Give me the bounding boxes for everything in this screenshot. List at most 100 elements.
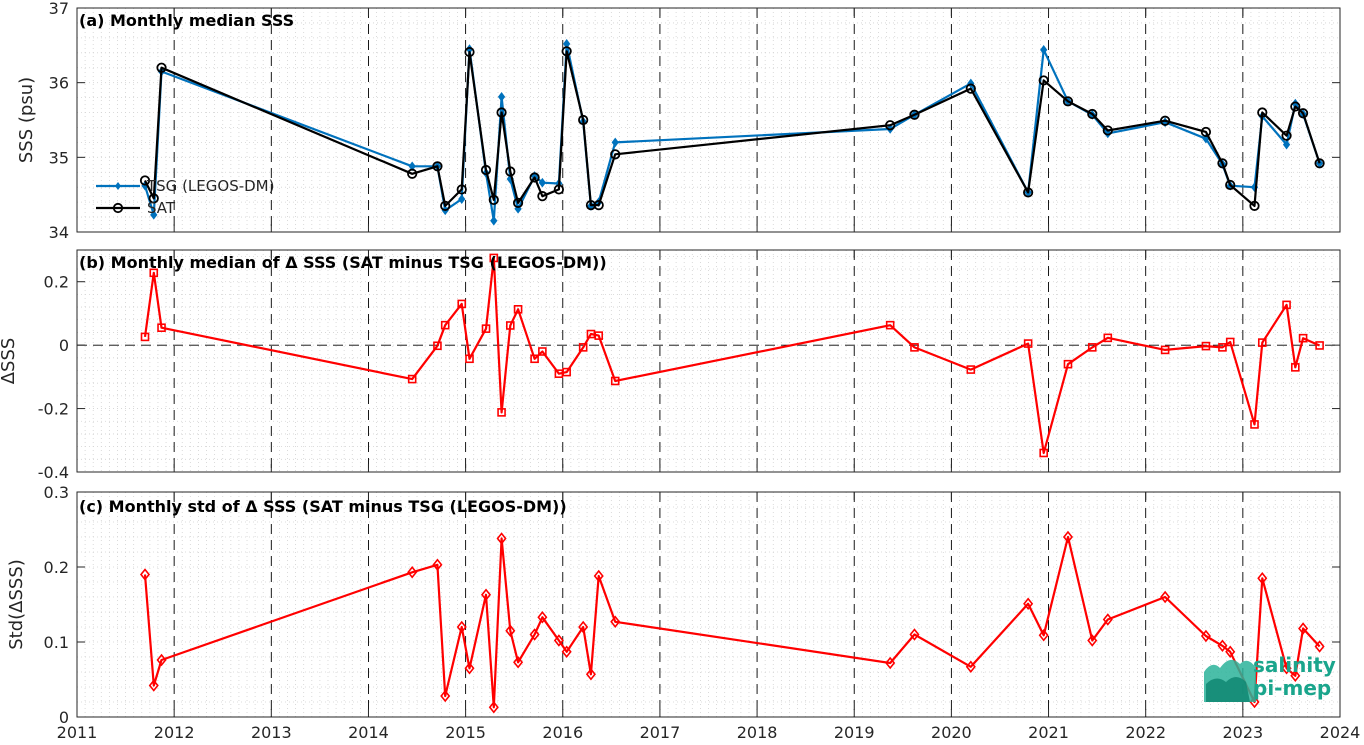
data-point: [1282, 139, 1291, 150]
data-point: [1298, 333, 1308, 343]
data-point: [1201, 341, 1211, 351]
panel-b: -0.4 -0.2 0 0.2 ΔSSS (b) Monthly median of Δ …: [0, 249, 1341, 482]
data-point: [512, 197, 524, 208]
data-point: [1257, 338, 1267, 347]
y-tick-label: -0.4: [38, 463, 69, 482]
data-point: [1023, 339, 1033, 348]
legend-label: SAT: [147, 199, 176, 217]
data-point: [1290, 669, 1301, 683]
data-point: [139, 175, 151, 186]
data-point: [1087, 343, 1097, 352]
series-line: [144, 50, 1321, 207]
data-point: [1062, 530, 1073, 544]
axes-box: [76, 491, 1341, 718]
data-point: [457, 299, 467, 309]
y-axis-label: SSS (psu): [16, 77, 37, 163]
data-point: [553, 634, 564, 647]
y-axis-label: ΔSSS: [0, 338, 19, 385]
data-point: [594, 331, 604, 340]
x-tick-label: 2013: [251, 723, 292, 742]
data-point: [148, 193, 159, 204]
x-tick-label: 2015: [445, 723, 486, 742]
panel-c: 0 0.1 0.2 0.3 2011 2012 2013 2014 2015 2016 2017 20…: [6, 483, 1360, 742]
data-point: [538, 347, 547, 356]
data-point: [490, 215, 498, 226]
data-point: [150, 209, 158, 220]
salinity-pi-mep-logo: salinity pi-mep: [1204, 653, 1336, 702]
data-point: [561, 46, 572, 57]
series-b-0: [140, 253, 1324, 458]
x-tick-label: 2023: [1222, 723, 1263, 742]
data-point: [1160, 115, 1171, 126]
x-tick-label: 2022: [1125, 723, 1166, 742]
data-point: [505, 166, 516, 177]
data-point: [496, 107, 507, 118]
series-c-0: [139, 530, 1325, 714]
data-point: [1200, 629, 1211, 643]
data-point: [1039, 448, 1048, 458]
y-tick-label: 0.2: [44, 558, 69, 577]
legend: TSG (LEGOS-DM) SAT: [96, 177, 274, 217]
x-tick-label: 2017: [640, 723, 681, 742]
data-point: [1102, 125, 1113, 136]
data-point: [1282, 300, 1291, 310]
data-point: [1023, 597, 1034, 611]
y-tick-label: 37: [49, 0, 69, 18]
y-tick-label: 35: [49, 148, 69, 167]
data-point: [1087, 634, 1098, 647]
data-point: [156, 653, 167, 667]
data-point: [497, 408, 506, 417]
data-point: [1314, 640, 1325, 653]
logo-line1: salinity: [1253, 653, 1336, 677]
data-point: [1225, 337, 1235, 347]
data-point: [1315, 341, 1324, 350]
series-line: [143, 256, 1321, 455]
y-tick-label: 0.1: [44, 633, 69, 652]
data-point: [561, 645, 572, 659]
data-point: [456, 184, 467, 195]
data-point: [1087, 108, 1098, 120]
data-point: [538, 177, 546, 188]
data-point: [529, 172, 540, 183]
data-point: [593, 200, 604, 211]
data-point: [1217, 158, 1228, 169]
data-point: [578, 620, 589, 634]
data-point: [1104, 128, 1112, 139]
data-point: [885, 320, 895, 330]
x-tick-label: 2019: [834, 723, 875, 742]
x-tick-label: 2018: [737, 723, 778, 742]
panel-title: (a) Monthly median SSS: [79, 11, 294, 30]
x-tick-label: 2021: [1028, 723, 1069, 742]
x-tick-label: 2012: [154, 723, 195, 742]
axes-box: [76, 249, 1341, 473]
y-tick-label: 0: [59, 336, 69, 355]
data-point: [464, 46, 475, 58]
logo-line2: pi-mep: [1253, 676, 1331, 700]
data-point: [1281, 661, 1292, 675]
data-point: [505, 624, 516, 638]
data-point: [1225, 179, 1236, 191]
data-point: [1250, 420, 1259, 429]
data-point: [488, 700, 499, 714]
series-a-1: [139, 46, 1325, 211]
data-point: [432, 558, 443, 572]
data-point: [1290, 101, 1301, 112]
data-point: [407, 168, 418, 179]
data-point: [496, 532, 507, 545]
data-point: [440, 320, 450, 330]
data-point: [885, 656, 896, 670]
data-point: [537, 191, 548, 202]
data-point: [1040, 44, 1048, 55]
data-point: [1160, 345, 1170, 355]
x-tick-label: 2011: [57, 723, 98, 742]
data-point: [1038, 75, 1049, 86]
data-point: [480, 588, 492, 602]
data-point: [611, 137, 619, 148]
data-point: [1200, 126, 1212, 138]
y-tick-label: 36: [49, 74, 69, 93]
data-point: [1249, 200, 1260, 211]
data-point: [1063, 359, 1073, 369]
y-tick-label: -0.2: [38, 400, 69, 419]
data-point: [513, 655, 524, 669]
